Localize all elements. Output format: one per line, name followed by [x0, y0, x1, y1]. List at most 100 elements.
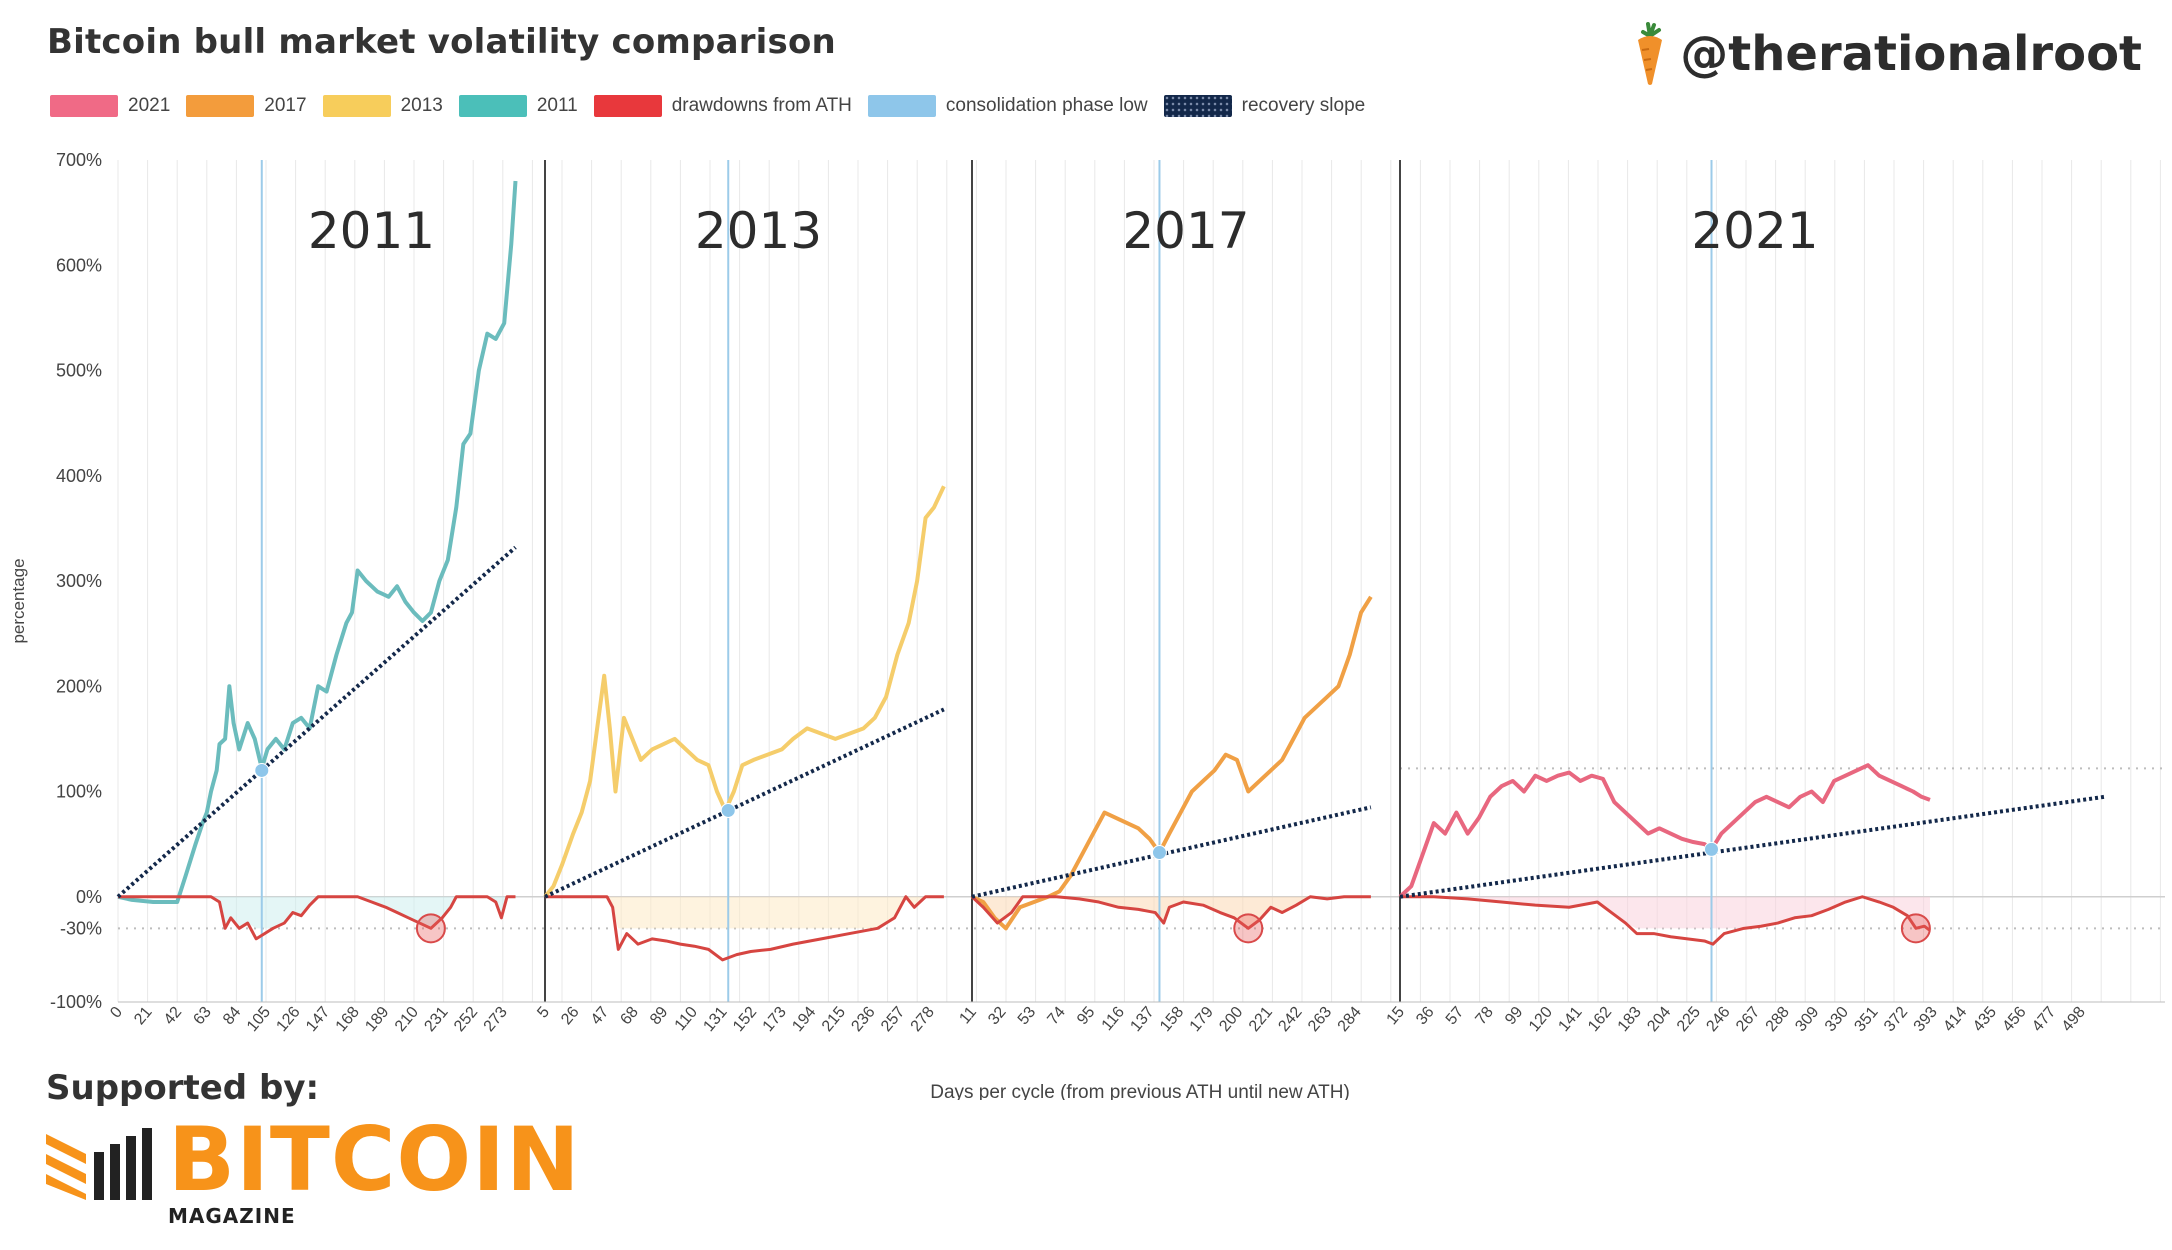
- x-tick-label: 120: [1526, 1004, 1556, 1035]
- x-tick-label: 204: [1644, 1004, 1674, 1035]
- legend-item[interactable]: 2021: [50, 95, 170, 117]
- series-line-2021: [1398, 763, 1931, 899]
- bitcoin-magazine-wordmark: BITCOIN: [168, 1108, 581, 1211]
- y-tick-label: 500%: [56, 361, 102, 381]
- legend-item[interactable]: consolidation phase low: [867, 95, 1148, 117]
- x-tick-label: 498: [2059, 1004, 2089, 1035]
- x-tick-label: 351: [1851, 1004, 1881, 1035]
- x-tick-label: 194: [789, 1004, 819, 1035]
- x-tick-label: 95: [1074, 1004, 1099, 1029]
- legend-swatch: [322, 95, 391, 117]
- legend-swatch: [458, 95, 527, 117]
- x-tick-label: 288: [1763, 1004, 1793, 1035]
- consolidation-marker: [1704, 841, 1720, 857]
- drawdown-line-2017: [970, 895, 1371, 930]
- carrot-icon: [1638, 22, 1663, 85]
- x-tick-label: 168: [333, 1004, 363, 1035]
- x-tick-label: 215: [819, 1004, 849, 1035]
- x-tick-label: 78: [1472, 1004, 1497, 1029]
- recovery-slope-line: [544, 707, 945, 899]
- x-tick-label: 15: [1384, 1004, 1409, 1029]
- bitcoin-magazine-subtitle: MAGAZINE: [168, 1204, 296, 1228]
- legend-swatch: [50, 95, 118, 117]
- x-tick-label: 278: [908, 1004, 938, 1035]
- x-tick-label: 477: [2029, 1004, 2059, 1035]
- x-tick-label: 267: [1733, 1004, 1763, 1035]
- x-tick-label: 137: [1127, 1004, 1157, 1035]
- x-tick-label: 236: [848, 1004, 878, 1035]
- y-tick-label: 600%: [56, 255, 102, 275]
- y-tick-label: -100%: [50, 992, 102, 1012]
- x-tick-label: 158: [1157, 1004, 1187, 1035]
- x-tick-label: 221: [1246, 1004, 1276, 1035]
- x-tick-label: 21: [131, 1004, 156, 1029]
- author-handle[interactable]: @therationalroot: [1632, 22, 2142, 86]
- chart-legend: 2021 2017 2013 2011 drawdowns from ATH consol…: [50, 95, 1381, 117]
- bitcoin-magazine-logo-mark: [46, 1128, 152, 1200]
- x-tick-label: 0: [107, 1004, 126, 1022]
- y-tick-label: 200%: [56, 676, 102, 696]
- x-tick-label: 246: [1703, 1004, 1733, 1035]
- consolidation-marker: [720, 802, 736, 818]
- legend-item[interactable]: 2017: [186, 95, 307, 117]
- x-tick-label: 162: [1585, 1004, 1615, 1035]
- drawdown-marker: [415, 913, 446, 944]
- drawdown-marker: [1900, 913, 1931, 944]
- x-tick-label: 32: [985, 1004, 1010, 1029]
- x-tick-label: 26: [558, 1004, 583, 1029]
- x-tick-label: 110: [672, 1004, 701, 1035]
- x-tick-label: 99: [1502, 1004, 1527, 1029]
- consolidation-marker: [1151, 845, 1167, 861]
- legend-label: drawdowns from ATH: [671, 95, 852, 116]
- legend-label: 2013: [400, 95, 443, 116]
- x-tick-label: 74: [1044, 1004, 1069, 1029]
- x-tick-label: 179: [1187, 1004, 1217, 1035]
- legend-label: 2017: [264, 95, 307, 116]
- x-tick-label: 393: [1911, 1004, 1941, 1035]
- x-tick-label: 131: [700, 1004, 730, 1035]
- legend-label: recovery slope: [1241, 95, 1366, 116]
- x-tick-label: 68: [617, 1004, 642, 1029]
- x-tick-label: 284: [1335, 1004, 1365, 1035]
- legend-swatch: [186, 95, 255, 117]
- legend-item[interactable]: 2013: [322, 95, 443, 117]
- bitcoin-magazine-logo[interactable]: BITCOIN MAGAZINE: [46, 1108, 581, 1228]
- y-tick-label: 100%: [56, 782, 102, 802]
- x-tick-label: 210: [392, 1004, 422, 1035]
- x-tick-label: 225: [1674, 1004, 1704, 1035]
- x-tick-label: 63: [190, 1004, 215, 1029]
- consolidation-marker: [254, 762, 270, 778]
- legend-swatch: [593, 95, 662, 117]
- y-tick-label: 0%: [76, 887, 102, 907]
- x-tick-label: 141: [1555, 1004, 1585, 1035]
- x-tick-label: 89: [647, 1004, 672, 1029]
- x-tick-label: 263: [1305, 1004, 1335, 1035]
- x-tick-label: 53: [1015, 1004, 1040, 1029]
- x-tick-label: 309: [1792, 1004, 1822, 1035]
- cycle-label: 2021: [1691, 202, 1818, 260]
- x-tick-label: 200: [1216, 1004, 1246, 1035]
- drawdown-zone: [972, 896, 1371, 929]
- x-tick-label: 11: [956, 1004, 980, 1028]
- x-tick-label: 116: [1099, 1004, 1128, 1035]
- x-tick-label: 252: [451, 1004, 481, 1035]
- drawdown-line-2011: [118, 895, 516, 941]
- x-tick-label: 105: [244, 1004, 274, 1035]
- x-tick-label: 330: [1822, 1004, 1852, 1035]
- supported-by-label: Supported by:: [46, 1068, 320, 1108]
- x-axis-label: Days per cycle (from previous ATH until …: [930, 1082, 1350, 1100]
- legend-item[interactable]: drawdowns from ATH: [593, 95, 852, 117]
- legend-item[interactable]: recovery slope: [1163, 95, 1366, 117]
- page-title: Bitcoin bull market volatility compariso…: [47, 22, 836, 62]
- y-tick-label: 400%: [56, 466, 102, 486]
- x-tick-label: 47: [588, 1004, 613, 1029]
- x-tick-label: 5: [534, 1004, 553, 1022]
- legend-item[interactable]: 2011: [458, 95, 578, 117]
- drawdown-zone: [545, 896, 944, 929]
- x-tick-label: 152: [730, 1004, 760, 1035]
- series-line-2017: [971, 595, 1373, 931]
- x-tick-label: 435: [1970, 1004, 2000, 1035]
- legend-swatch: [1163, 95, 1232, 117]
- x-tick-label: 126: [273, 1004, 303, 1035]
- volatility-chart: 700% 600% 500% 400% 300% 200% 100% 0% -30% -100% p…: [9, 150, 2165, 1100]
